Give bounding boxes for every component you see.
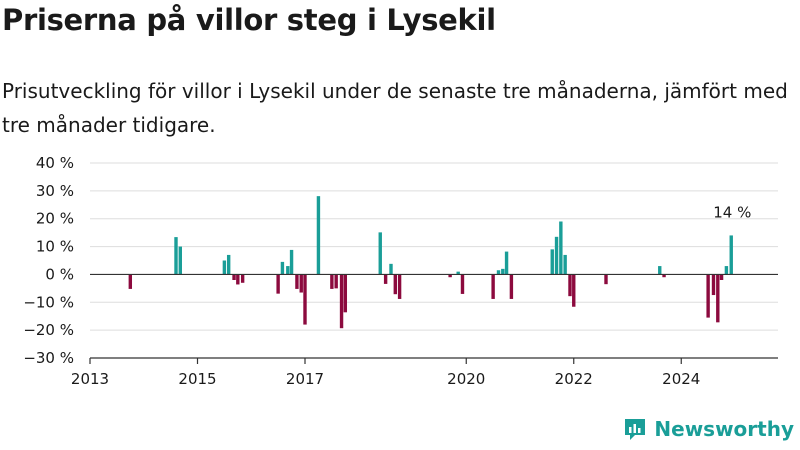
newsworthy-logo-icon [625, 419, 646, 440]
chart-subtitle: Prisutveckling för villor i Lysekil unde… [2, 79, 788, 137]
bar [658, 266, 662, 275]
bar [339, 274, 344, 329]
bar [226, 254, 231, 275]
bar [559, 221, 563, 275]
bar [330, 274, 334, 289]
y-tick-label: 40 % [36, 154, 74, 172]
bar [286, 266, 290, 275]
bar [316, 196, 321, 275]
bar [509, 274, 514, 299]
bar [706, 274, 710, 318]
bar [222, 260, 227, 275]
chart-title: Priserna på villor steg i Lysekil [2, 3, 496, 37]
bar [295, 274, 299, 289]
bar [496, 270, 501, 275]
bar [303, 274, 307, 325]
bar [554, 236, 559, 275]
bar [240, 274, 245, 283]
bar [563, 254, 567, 275]
bar [491, 274, 495, 299]
bar [550, 249, 554, 275]
bar [604, 274, 608, 285]
x-tick-label: 2024 [662, 370, 700, 388]
bar [719, 274, 724, 280]
x-tick-label: 2013 [71, 370, 109, 388]
bar [501, 268, 505, 275]
bar [568, 274, 572, 297]
x-tick-label: 2017 [286, 370, 324, 388]
bar [393, 274, 397, 295]
bar [334, 274, 338, 289]
y-tick-label: −10 % [23, 293, 74, 311]
y-tick-label: 20 % [36, 210, 74, 228]
bar [383, 274, 388, 284]
bar [460, 274, 465, 294]
bar [236, 274, 240, 285]
bar [716, 274, 720, 323]
bar [299, 274, 303, 293]
bar-chart: −30 % −20 % −10 % 0 % 10 % 20 % 30 % 40 % 2013 20… [23, 154, 778, 388]
bar [232, 274, 236, 280]
bar [378, 232, 382, 275]
brand-logo: Newsworthy [623, 416, 794, 442]
bar [389, 263, 393, 275]
brand-name: Newsworthy [654, 417, 794, 441]
grid-lines [90, 162, 778, 359]
y-tick-label: 30 % [36, 182, 74, 200]
x-tick-label: 2020 [447, 370, 485, 388]
bar [724, 266, 729, 275]
x-tick-label: 2022 [555, 370, 593, 388]
bar [178, 246, 182, 275]
bar [729, 235, 733, 275]
x-tick-label: 2015 [178, 370, 216, 388]
bar [504, 251, 509, 275]
bar [289, 249, 294, 275]
y-tick-label: −30 % [23, 349, 74, 367]
annotation-label: 14 % [713, 203, 751, 221]
axes [89, 273, 778, 364]
axis-labels: −30 % −20 % −10 % 0 % 10 % 20 % 30 % 40 % 2013 20… [23, 154, 751, 388]
bar [276, 274, 280, 294]
bar [397, 274, 402, 299]
bar [456, 271, 460, 275]
y-tick-label: 10 % [36, 238, 74, 256]
y-tick-label: 0 % [45, 265, 74, 283]
bar [128, 274, 133, 289]
bar [572, 274, 576, 307]
bar [662, 274, 666, 278]
bar [448, 274, 452, 278]
bar [711, 274, 716, 296]
bar [343, 274, 348, 313]
bar [174, 237, 178, 275]
bar [280, 261, 285, 275]
y-tick-label: −20 % [23, 321, 74, 339]
bars [128, 196, 733, 329]
